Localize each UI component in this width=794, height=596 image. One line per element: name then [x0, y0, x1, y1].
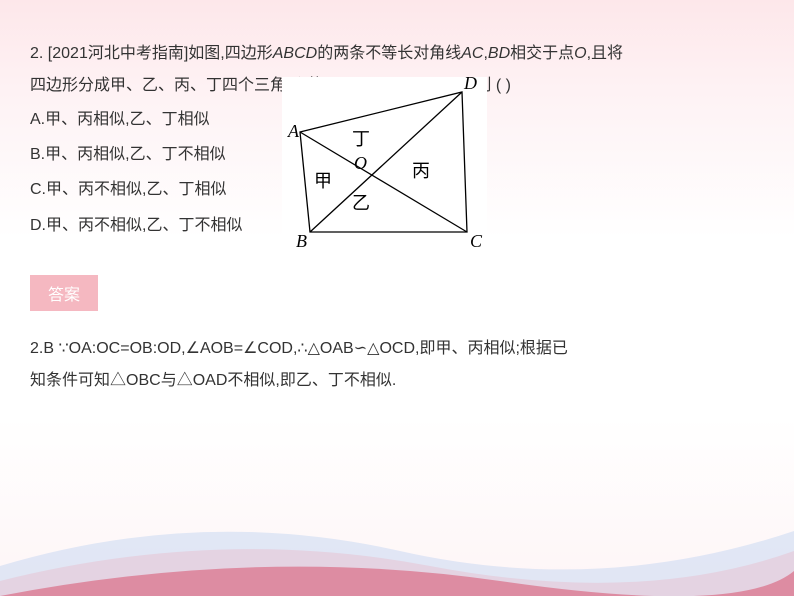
ans-oc: OC	[96, 340, 120, 357]
option-c: C.甲、丙不相似,乙、丁相似	[30, 172, 242, 207]
ans-oa: OA	[69, 340, 92, 357]
option-b: B.甲、丙相似,乙、丁不相似	[30, 137, 242, 172]
ans-sim: ∽△	[354, 340, 380, 357]
q-l1p4: ,且将	[587, 45, 623, 62]
q-number: 2.	[30, 45, 43, 62]
ans-oad: OAD	[193, 372, 228, 389]
q-o: O	[574, 45, 586, 62]
svg-text:C: C	[470, 231, 483, 251]
answer-tag: 答案	[30, 275, 98, 311]
options-list: A.甲、丙相似,乙、丁相似 B.甲、丙相似,乙、丁不相似 C.甲、丙不相似,乙、…	[30, 102, 242, 243]
ans-od: OD	[157, 340, 181, 357]
ans-oab: OAB	[320, 340, 354, 357]
ans-prefix: 2.B ∵	[30, 340, 69, 357]
q-l1p2: 的两条不等长对角线	[317, 45, 461, 62]
svg-text:D: D	[463, 77, 477, 93]
svg-text:丙: 丙	[412, 161, 430, 181]
ans-obc: OBC	[126, 372, 161, 389]
q-abcd: ABCD	[273, 45, 317, 62]
svg-text:丁: 丁	[352, 129, 370, 149]
ans-therefore: ,∴△	[293, 340, 320, 357]
quadrilateral-diagram: A B C D O 甲乙 丙 丁	[282, 77, 487, 252]
svg-text:A: A	[287, 121, 300, 141]
ans-l2a: 知条件可知△	[30, 372, 126, 389]
q-bd: BD	[488, 45, 510, 62]
q-ac: AC	[461, 45, 483, 62]
ans-ocd: OCD	[379, 340, 415, 357]
option-a: A.甲、丙相似,乙、丁相似	[30, 102, 242, 137]
ans-comma: ,∠	[181, 340, 200, 357]
ans-eq2: =∠	[234, 340, 258, 357]
ans-cod: COD	[257, 340, 293, 357]
svg-text:O: O	[354, 153, 367, 173]
svg-text:乙: 乙	[352, 193, 370, 213]
q-source: [2021河北中考指南]	[48, 45, 189, 62]
option-d: D.甲、丙不相似,乙、丁不相似	[30, 208, 242, 243]
ans-l2b: 不相似,即乙、丁不相似.	[227, 372, 396, 389]
ans-ob: OB	[130, 340, 153, 357]
decorative-wave	[0, 476, 794, 596]
ans-part2: ,即甲、丙相似;根据已	[415, 340, 568, 357]
q-l2p1: 四边形分成甲、乙、丙、丁四个三角形.若	[30, 77, 322, 94]
svg-text:甲: 甲	[314, 171, 332, 191]
ans-aob: AOB	[200, 340, 234, 357]
diagram: A B C D O 甲乙 丙 丁	[282, 77, 487, 257]
svg-text:B: B	[296, 231, 307, 251]
q-l1p1: 如图,四边形	[188, 45, 272, 62]
ans-eq: =	[120, 340, 129, 357]
answer-text: 2.B ∵OA:OC=OB:OD,∠AOB=∠COD,∴△OAB∽△OCD,即甲…	[30, 333, 764, 397]
q-l1p3: 相交于点	[510, 45, 574, 62]
ans-and: 与△	[161, 372, 193, 389]
